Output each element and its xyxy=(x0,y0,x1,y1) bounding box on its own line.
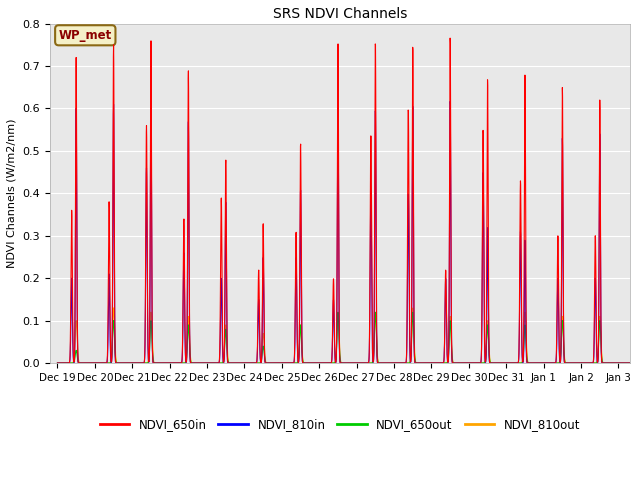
Y-axis label: NDVI Channels (W/m2/nm): NDVI Channels (W/m2/nm) xyxy=(7,119,17,268)
Text: WP_met: WP_met xyxy=(59,29,112,42)
Legend: NDVI_650in, NDVI_810in, NDVI_650out, NDVI_810out: NDVI_650in, NDVI_810in, NDVI_650out, NDV… xyxy=(95,413,585,435)
Title: SRS NDVI Channels: SRS NDVI Channels xyxy=(273,7,407,21)
